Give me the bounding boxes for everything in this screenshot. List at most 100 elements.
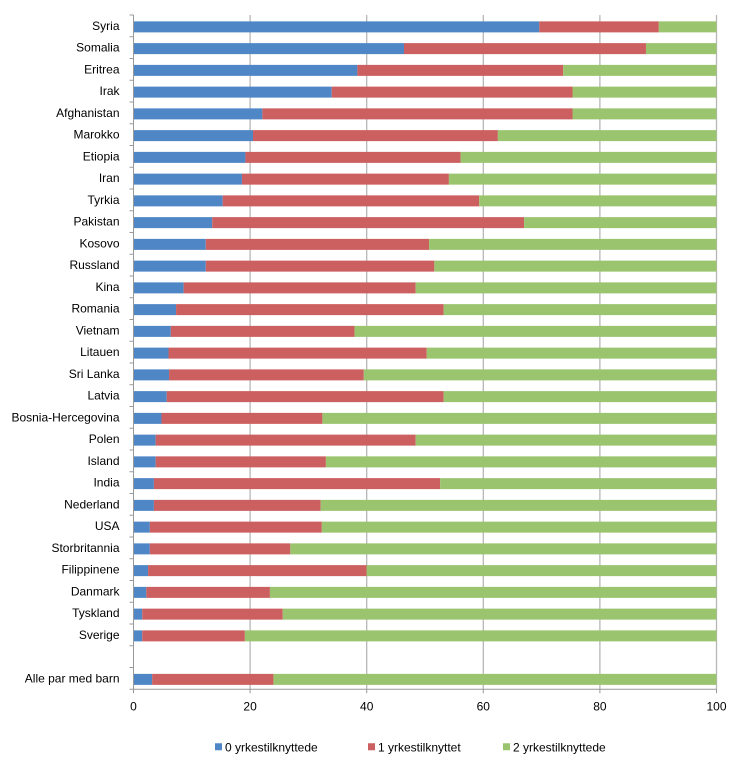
bar-segment-1-employed [331,86,573,98]
bar-segment-2-employed [322,412,717,424]
bar-segment-1-employed [205,238,430,250]
category-label: Storbritannia [51,541,119,555]
category-label: Sri Lanka [69,367,120,381]
bar-segment-0-employed [133,43,405,55]
bar-segment-1-employed [155,434,416,446]
category-label: Kina [95,280,119,294]
bar-segment-2-employed [269,586,717,598]
category-label: Irak [99,84,120,98]
category-label: Iran [99,171,120,185]
bar-segment-0-employed [133,21,540,33]
bar-segment-0-employed [133,130,254,142]
category-label: Nederland [64,497,119,511]
x-tick-label: 20 [243,699,257,713]
bar-segment-1-employed [222,195,480,207]
category-label: Afghanistan [56,106,119,120]
bar-segment-2-employed [321,521,717,533]
bar-segment-2-employed [440,478,717,490]
bar-segment-0-employed [133,195,223,207]
category-label: Somalia [76,41,120,55]
bar-segment-2-employed [572,86,717,98]
bar-segment-1-employed [253,130,498,142]
bar-segment-2-employed [443,304,717,316]
bar-segment-0-employed [133,586,147,598]
bar-segment-0-employed [133,86,332,98]
bar-segment-0-employed [133,64,358,76]
bar-segment-2-employed [497,130,717,142]
bar-segment-2-employed [434,260,717,272]
category-label: Sverige [79,628,120,642]
legend-swatch [503,743,510,751]
bar-segment-0-employed [133,151,246,163]
legend-swatch [215,743,222,751]
bar-segment-2-employed [273,673,717,685]
bar-segment-1-employed [539,21,659,33]
category-label: Danmark [71,584,121,598]
category-label: Filippinene [61,563,119,577]
bar-segment-2-employed [244,630,717,642]
bar-segment-1-employed [146,586,270,598]
bar-segment-0-employed [133,369,170,381]
category-label: Romania [71,302,119,316]
category-label: Syria [92,19,120,33]
bar-segment-1-employed [153,499,321,511]
bar-segment-2-employed [282,608,717,620]
bar-segment-1-employed [149,543,291,555]
bar-segment-1-employed [357,64,564,76]
bar-segment-2-employed [426,347,717,359]
bar-segment-0-employed [133,673,153,685]
category-label: Tyskland [72,606,119,620]
bar-segment-0-employed [133,478,154,490]
bar-segment-1-employed [166,391,444,403]
category-label: Island [87,454,119,468]
bar-segment-0-employed [133,499,154,511]
bar-segment-1-employed [169,369,364,381]
category-label: Vietnam [76,323,120,337]
bars [133,21,717,685]
bar-segment-1-employed [155,456,326,468]
category-label: Bosnia-Hercegovina [11,410,119,424]
bar-segment-1-employed [168,347,427,359]
bar-segment-0-employed [133,543,150,555]
bar-segment-1-employed [241,173,449,185]
bar-segment-2-employed [524,217,717,229]
bar-segment-2-employed [563,64,717,76]
bar-segment-1-employed [148,565,367,577]
bar-segment-2-employed [448,173,717,185]
bar-segment-0-employed [133,521,150,533]
legend-label: 0 yrkestilknyttede [225,740,318,754]
bar-segment-1-employed [142,630,245,642]
bar-segment-0-employed [133,565,149,577]
bar-segment-1-employed [245,151,461,163]
category-label: Etiopia [83,149,120,163]
x-tick-label: 60 [477,699,491,713]
bar-segment-0-employed [133,608,143,620]
bar-segment-0-employed [133,260,206,272]
bar-segment-0-employed [133,238,206,250]
x-tick-label: 100 [706,699,726,713]
bar-segment-0-employed [133,108,263,120]
bar-segment-1-employed [161,412,323,424]
category-label: Alle par med barn [25,671,120,685]
bar-segment-1-employed [152,673,274,685]
bar-segment-2-employed [443,391,717,403]
x-tick-label: 40 [360,699,374,713]
bar-segment-0-employed [133,173,242,185]
bar-segment-2-employed [460,151,717,163]
bar-segment-1-employed [404,43,646,55]
category-label: USA [95,519,120,533]
bar-segment-0-employed [133,630,143,642]
legend-label: 2 yrkestilknyttede [513,740,606,754]
x-tick-labels: 0 20 40 60 80 100 [130,699,727,713]
category-label: Russland [69,258,119,272]
bar-segment-2-employed [645,43,717,55]
bar-segment-2-employed [290,543,717,555]
bar-segment-0-employed [133,434,156,446]
bar-segment-0-employed [133,217,213,229]
category-label: Tyrkia [87,193,119,207]
category-label: India [93,476,119,490]
category-label: Marokko [73,128,119,142]
bar-segment-2-employed [415,434,717,446]
category-label: Polen [89,432,120,446]
